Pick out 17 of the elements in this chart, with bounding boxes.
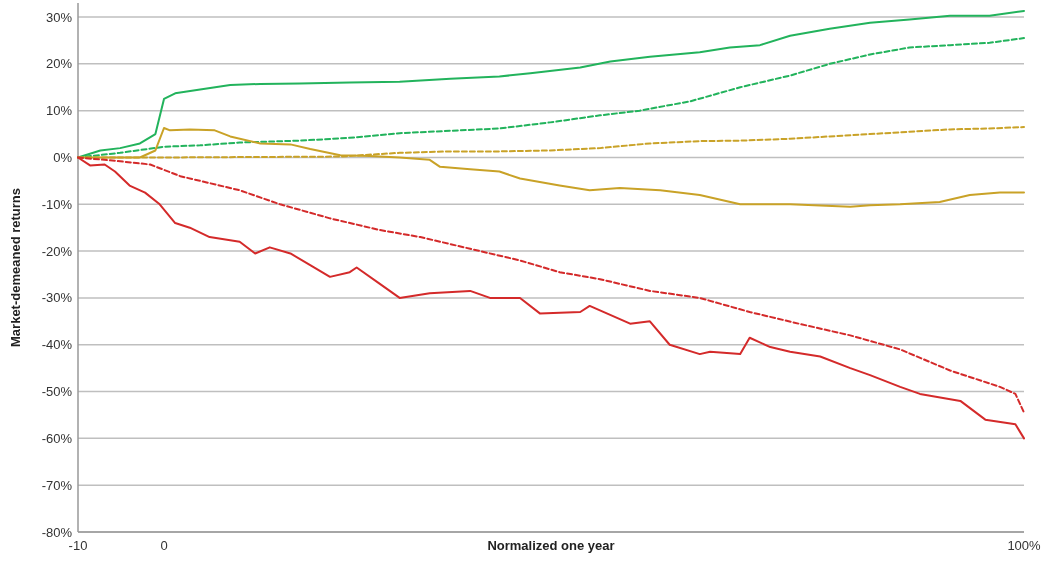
x-tick-label: -10 bbox=[68, 538, 88, 553]
x-axis-title: Normalized one year bbox=[487, 538, 615, 553]
y-tick-label: 30% bbox=[45, 9, 73, 25]
y-tick-label: -80% bbox=[41, 524, 73, 540]
x-tick-label: 100% bbox=[1007, 538, 1042, 553]
y-tick-label: -70% bbox=[41, 477, 73, 493]
y-tick-label: -20% bbox=[41, 243, 73, 259]
y-axis-title: Market-demeaned returns bbox=[8, 188, 23, 347]
y-tick-label: -30% bbox=[41, 290, 73, 306]
y-tick-label: -50% bbox=[41, 384, 73, 400]
y-tick-label: -40% bbox=[41, 337, 73, 353]
x-tick-label: 0 bbox=[160, 538, 168, 553]
y-tick-label: -10% bbox=[41, 196, 73, 212]
y-tick-label: 0% bbox=[53, 150, 73, 166]
y-tick-label: -60% bbox=[41, 430, 73, 446]
y-tick-label: 10% bbox=[45, 103, 73, 119]
y-tick-label: 20% bbox=[45, 56, 73, 72]
